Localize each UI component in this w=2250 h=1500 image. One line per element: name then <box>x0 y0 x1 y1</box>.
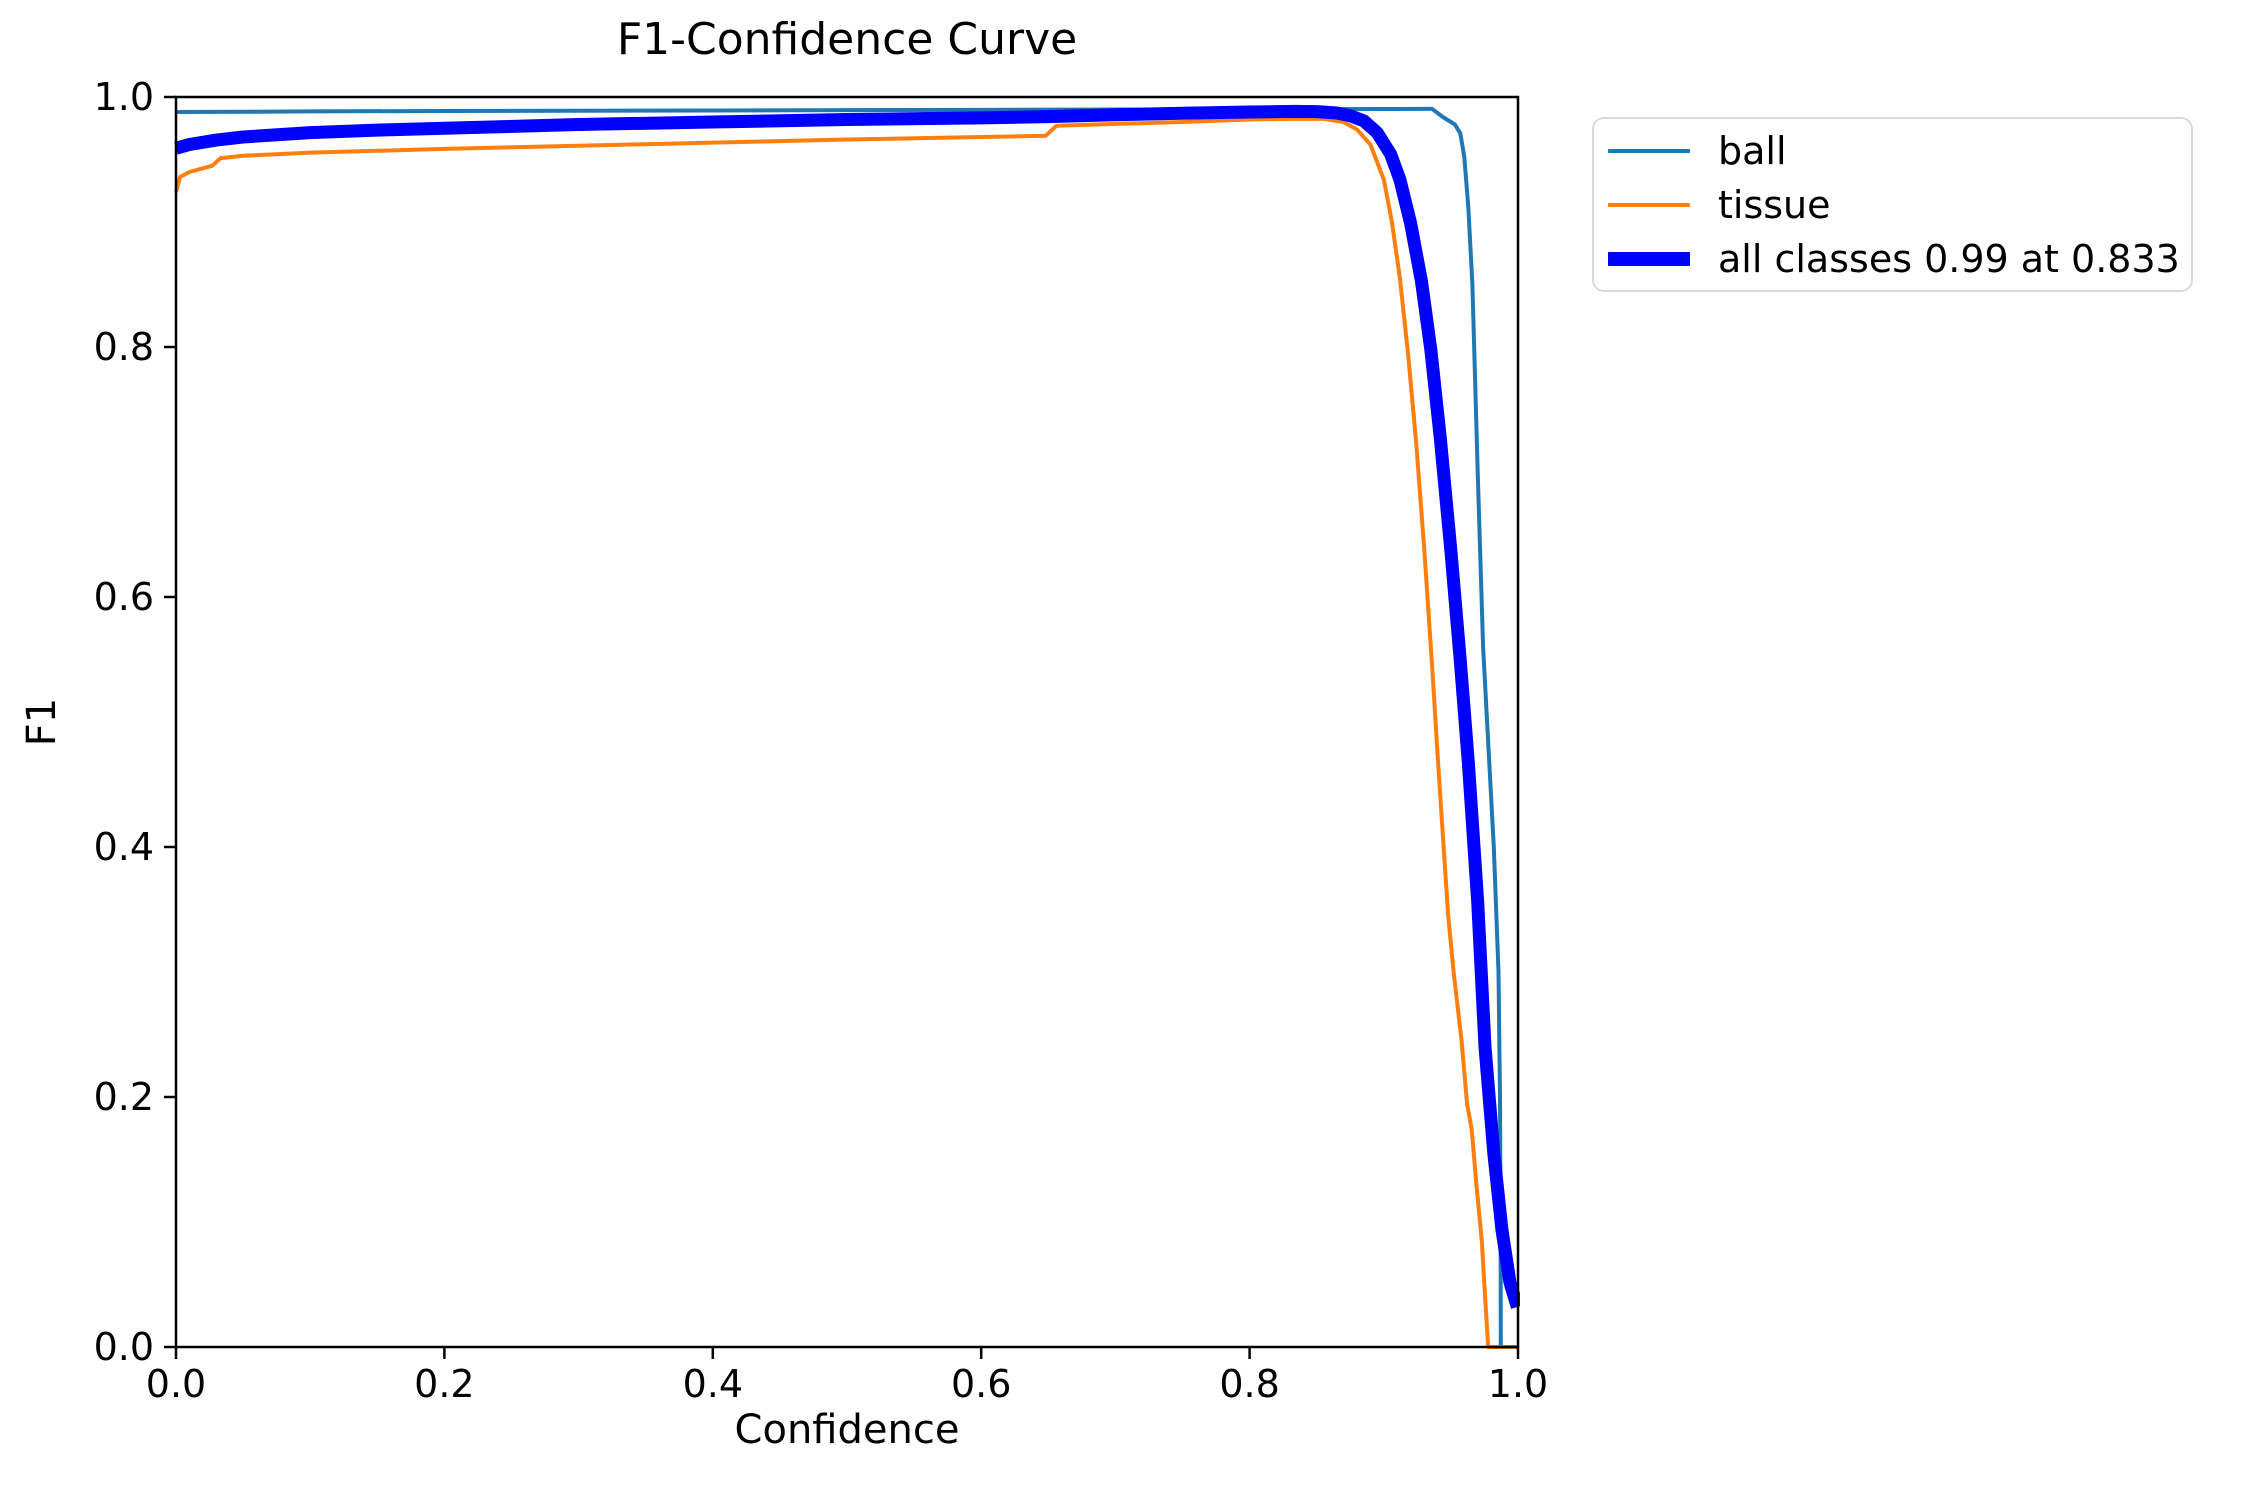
curve-ball <box>175 106 1503 1348</box>
x-tick-label: 1.0 <box>1488 1362 1548 1406</box>
curves-group <box>174 104 1520 1349</box>
legend-item-tissue: tissue <box>1608 178 2191 232</box>
x-tick-label: 0.8 <box>1219 1362 1279 1406</box>
legend-label: all classes 0.99 at 0.833 <box>1718 236 2180 281</box>
legend-line-sample <box>1608 251 1690 266</box>
legend-line-sample <box>1608 148 1690 153</box>
axes-spines <box>174 95 1520 1349</box>
legend: ball tissue all classes 0.99 at 0.833 <box>1592 117 2193 292</box>
y-tick-label: 0.8 <box>94 325 154 369</box>
legend-line-sample <box>1608 202 1690 207</box>
y-tick-label: 0.0 <box>94 1325 154 1369</box>
y-tick-label: 0.6 <box>94 575 154 619</box>
x-tick-label: 0.6 <box>951 1362 1011 1406</box>
y-tick-label: 0.4 <box>94 825 154 869</box>
legend-item-all: all classes 0.99 at 0.833 <box>1608 232 2191 286</box>
x-tick-label: 0.4 <box>683 1362 743 1406</box>
y-tick-label: 1.0 <box>94 75 154 119</box>
curve-all-all-classes <box>174 104 1520 1309</box>
legend-item-ball: ball <box>1608 124 2191 178</box>
chart-title: F1-Confidence Curve <box>616 14 1078 65</box>
y-tick-label: 0.2 <box>94 1075 154 1119</box>
x-axis-label: Confidence <box>734 1407 960 1453</box>
legend-label: ball <box>1718 128 1787 173</box>
curve-tissue <box>174 116 1518 1349</box>
x-tick-label: 0.2 <box>414 1362 474 1406</box>
legend-label: tissue <box>1718 182 1831 227</box>
x-tick-label: 0.0 <box>146 1362 206 1406</box>
